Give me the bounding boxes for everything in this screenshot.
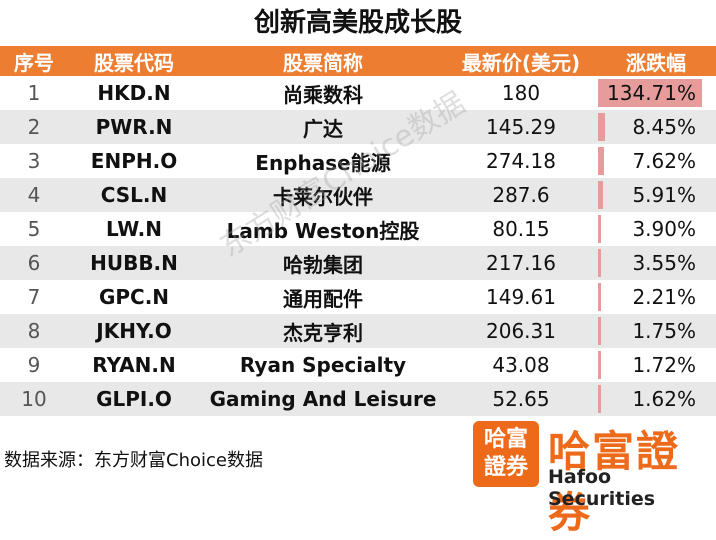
table-row: 6 HUBB.N 哈勃集团 217.16 3.55%: [0, 246, 716, 280]
stock-code: PWR.N: [68, 110, 200, 144]
stock-code: GLPI.O: [68, 382, 200, 416]
change-cell: 8.45%: [596, 110, 716, 144]
brand-logo-badge: 哈富 證券: [473, 421, 539, 487]
row-index: 5: [0, 212, 68, 246]
stock-name: Ryan Specialty: [200, 348, 446, 382]
stock-name: Lamb Weston控股: [200, 212, 446, 246]
header-change: 涨跌幅: [596, 46, 716, 76]
stock-name: Gaming And Leisure: [200, 382, 446, 416]
row-index: 4: [0, 178, 68, 212]
change-bar: [598, 113, 605, 141]
change-cell: 1.75%: [596, 314, 716, 348]
header-row: 序号 股票代码 股票简称 最新价(美元) 涨跌幅: [0, 46, 716, 76]
stock-price: 52.65: [446, 382, 596, 416]
stock-code: LW.N: [68, 212, 200, 246]
stock-name: 哈勃集团: [200, 246, 446, 280]
stock-price: 217.16: [446, 246, 596, 280]
source-note: 数据来源：东方财富Choice数据: [4, 450, 263, 471]
change-bar: [598, 79, 702, 107]
stock-price: 287.6: [446, 178, 596, 212]
logo-badge-line2: 證券: [483, 455, 528, 480]
change-bar: [598, 385, 601, 413]
change-value: 3.55%: [632, 251, 696, 275]
header-code: 股票代码: [68, 46, 200, 76]
change-value: 2.21%: [632, 285, 696, 309]
chart-title: 创新高美股成长股: [253, 8, 462, 38]
change-value: 1.75%: [632, 319, 696, 343]
row-index: 6: [0, 246, 68, 280]
row-index: 1: [0, 76, 68, 110]
stock-price: 43.08: [446, 348, 596, 382]
stock-price: 80.15: [446, 212, 596, 246]
change-value: 3.90%: [632, 217, 696, 241]
stock-name: 卡莱尔伙伴: [200, 178, 446, 212]
change-value: 5.91%: [632, 183, 696, 207]
row-index: 3: [0, 144, 68, 178]
table-row: 2 PWR.N 广达 145.29 8.45%: [0, 110, 716, 144]
stock-code: GPC.N: [68, 280, 200, 314]
row-index: 8: [0, 314, 68, 348]
change-value: 8.45%: [632, 115, 696, 139]
stock-name: 通用配件: [200, 280, 446, 314]
change-cell: 3.90%: [596, 212, 716, 246]
change-bar: [598, 181, 603, 209]
row-index: 10: [0, 382, 68, 416]
stock-code: RYAN.N: [68, 348, 200, 382]
logo-badge-line1: 哈富: [483, 427, 528, 452]
table-row: 9 RYAN.N Ryan Specialty 43.08 1.72%: [0, 348, 716, 382]
change-bar: [598, 249, 601, 277]
change-cell: 3.55%: [596, 246, 716, 280]
change-cell: 1.72%: [596, 348, 716, 382]
table-row: 7 GPC.N 通用配件 149.61 2.21%: [0, 280, 716, 314]
change-cell: 1.62%: [596, 382, 716, 416]
change-cell: 134.71%: [596, 76, 716, 110]
row-index: 7: [0, 280, 68, 314]
stock-price: 180: [446, 76, 596, 110]
table-row: 8 JKHY.O 杰克亨利 206.31 1.75%: [0, 314, 716, 348]
table-row: 10 GLPI.O Gaming And Leisure 52.65 1.62%: [0, 382, 716, 416]
header-price: 最新价(美元): [446, 46, 596, 76]
stock-name: Enphase能源: [200, 144, 446, 178]
stock-code: CSL.N: [68, 178, 200, 212]
stock-name: 尚乘数科: [200, 76, 446, 110]
change-bar: [598, 283, 601, 311]
change-value: 134.71%: [607, 81, 696, 105]
table-row: 1 HKD.N 尚乘数科 180 134.71%: [0, 76, 716, 110]
table-body: 1 HKD.N 尚乘数科 180 134.71% 2 PWR.N 广达 145.29 8.45% 3…: [0, 76, 716, 416]
table-row: 4 CSL.N 卡莱尔伙伴 287.6 5.91%: [0, 178, 716, 212]
stock-code: JKHY.O: [68, 314, 200, 348]
change-bar: [598, 147, 604, 175]
stock-name: 杰克亨利: [200, 314, 446, 348]
row-index: 2: [0, 110, 68, 144]
change-cell: 2.21%: [596, 280, 716, 314]
stock-price: 145.29: [446, 110, 596, 144]
table-row: 5 LW.N Lamb Weston控股 80.15 3.90%: [0, 212, 716, 246]
stock-code: ENPH.O: [68, 144, 200, 178]
change-value: 7.62%: [632, 149, 696, 173]
change-bar: [598, 351, 601, 379]
brand-name-en: Hafoo Securities: [548, 466, 656, 510]
stock-price: 274.18: [446, 144, 596, 178]
stock-price: 149.61: [446, 280, 596, 314]
stock-name: 广达: [200, 110, 446, 144]
stock-code: HKD.N: [68, 76, 200, 110]
stock-table: 序号 股票代码 股票简称 最新价(美元) 涨跌幅 1 HKD.N 尚乘数科 180 13…: [0, 46, 716, 416]
change-value: 1.72%: [632, 353, 696, 377]
stock-code: HUBB.N: [68, 246, 200, 280]
change-bar: [598, 317, 601, 345]
stock-price: 206.31: [446, 314, 596, 348]
header-name: 股票简称: [200, 46, 446, 76]
change-cell: 7.62%: [596, 144, 716, 178]
row-index: 9: [0, 348, 68, 382]
header-index: 序号: [0, 46, 68, 76]
change-bar: [598, 215, 601, 243]
table-row: 3 ENPH.O Enphase能源 274.18 7.62%: [0, 144, 716, 178]
change-cell: 5.91%: [596, 178, 716, 212]
change-value: 1.62%: [632, 387, 696, 411]
